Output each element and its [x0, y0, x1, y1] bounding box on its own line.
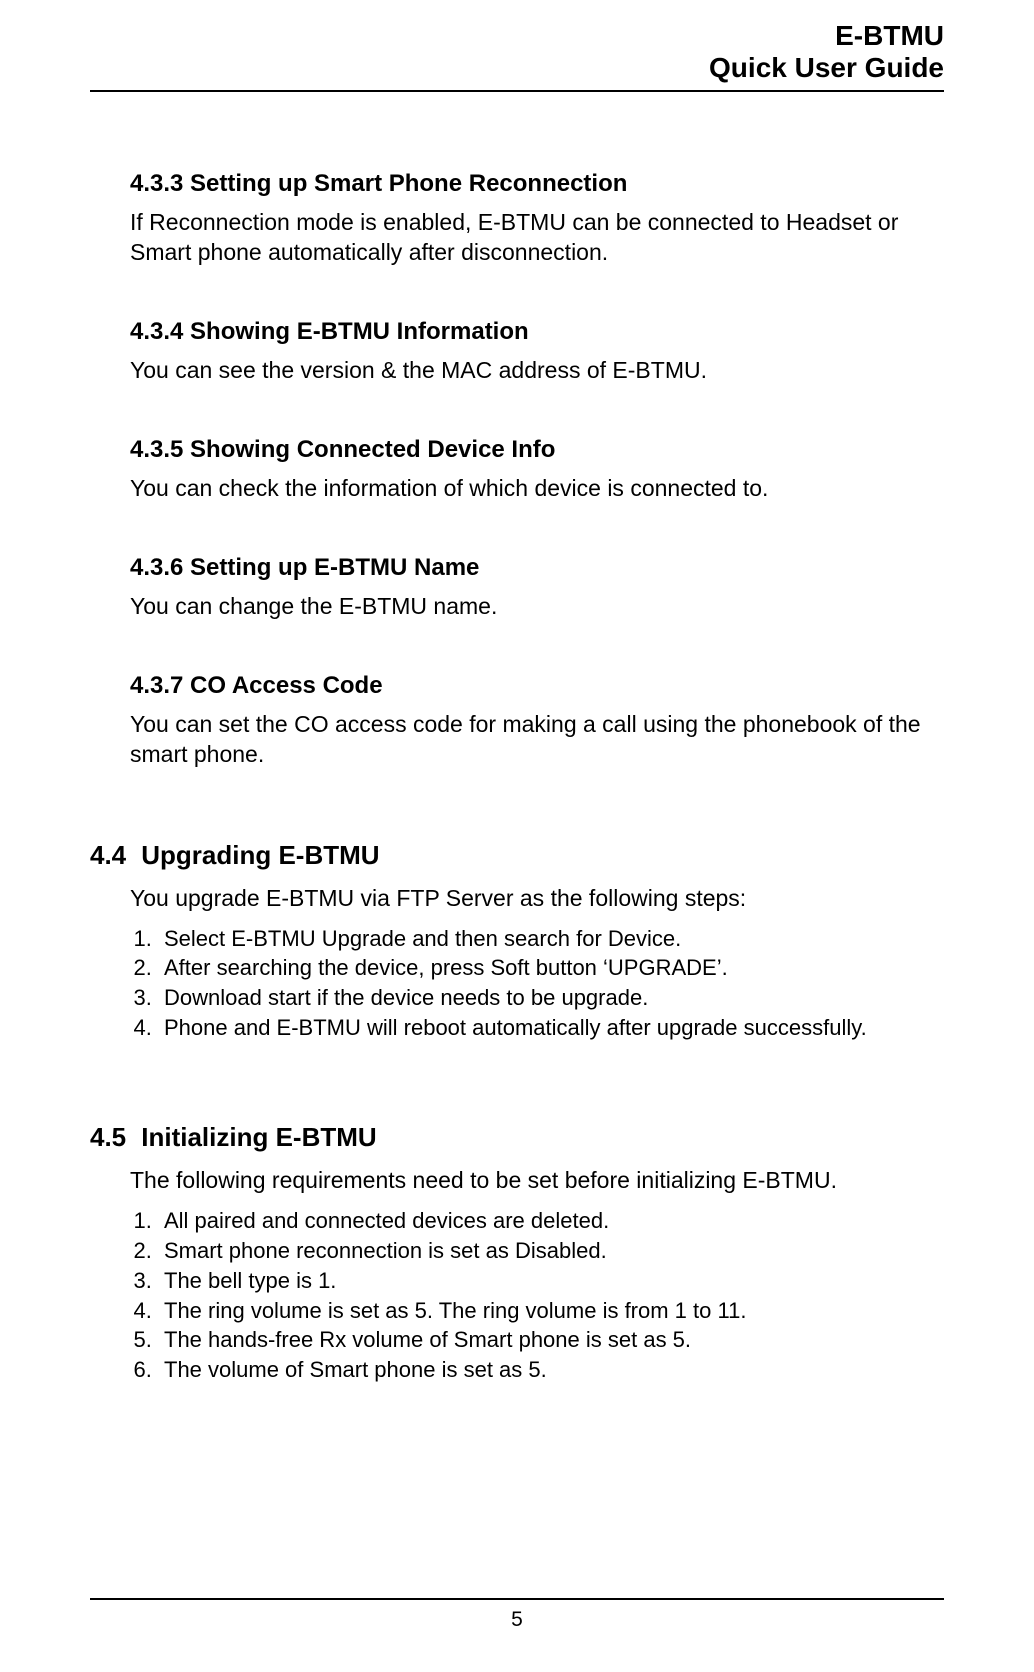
section-4-3-4: 4.3.4 Showing E-BTMU Information You can…: [90, 318, 944, 386]
section-num-4-4: 4.4: [90, 840, 134, 871]
intro-4-4: You upgrade E-BTMU via FTP Server as the…: [130, 883, 944, 914]
heading-4-3-6: 4.3.6 Setting up E-BTMU Name: [130, 554, 944, 582]
list-item: Download start if the device needs to be…: [158, 983, 944, 1013]
section-4-3-6: 4.3.6 Setting up E-BTMU Name You can cha…: [90, 554, 944, 622]
list-item: The ring volume is set as 5. The ring vo…: [158, 1296, 944, 1326]
list-item: The volume of Smart phone is set as 5.: [158, 1355, 944, 1385]
page-content: 4.3.3 Setting up Smart Phone Reconnectio…: [90, 92, 944, 1384]
list-item: Smart phone reconnection is set as Disab…: [158, 1236, 944, 1266]
page-header: E-BTMU Quick User Guide: [90, 20, 944, 84]
section-num-4-5: 4.5: [90, 1122, 134, 1153]
list-item: All paired and connected devices are del…: [158, 1206, 944, 1236]
list-4-4: Select E-BTMU Upgrade and then search fo…: [130, 924, 944, 1043]
intro-4-5: The following requirements need to be se…: [130, 1165, 944, 1196]
section-4-3-5: 4.3.5 Showing Connected Device Info You …: [90, 436, 944, 504]
section-title-4-5: Initializing E-BTMU: [141, 1122, 376, 1152]
header-line-2: Quick User Guide: [90, 52, 944, 84]
section-4-3-3: 4.3.3 Setting up Smart Phone Reconnectio…: [90, 170, 944, 268]
page-footer: 5: [90, 1598, 944, 1632]
body-4-3-6: You can change the E-BTMU name.: [130, 592, 944, 622]
heading-4-3-4: 4.3.4 Showing E-BTMU Information: [130, 318, 944, 346]
list-4-5: All paired and connected devices are del…: [130, 1206, 944, 1384]
list-item: Select E-BTMU Upgrade and then search fo…: [158, 924, 944, 954]
heading-4-3-7: 4.3.7 CO Access Code: [130, 672, 944, 700]
list-item: The bell type is 1.: [158, 1266, 944, 1296]
page-number: 5: [90, 1608, 944, 1632]
header-line-1: E-BTMU: [90, 20, 944, 52]
body-4-3-7: You can set the CO access code for makin…: [130, 710, 944, 770]
list-item: The hands-free Rx volume of Smart phone …: [158, 1325, 944, 1355]
footer-rule: [90, 1598, 944, 1600]
body-4-3-4: You can see the version & the MAC addres…: [130, 356, 944, 386]
document-page: E-BTMU Quick User Guide 4.3.3 Setting up…: [0, 0, 1034, 1672]
list-item: Phone and E-BTMU will reboot automatical…: [158, 1013, 944, 1043]
section-4-3-7: 4.3.7 CO Access Code You can set the CO …: [90, 672, 944, 770]
list-item: After searching the device, press Soft b…: [158, 953, 944, 983]
heading-4-5: 4.5 Initializing E-BTMU: [90, 1122, 944, 1153]
section-title-4-4: Upgrading E-BTMU: [141, 840, 379, 870]
body-4-3-5: You can check the information of which d…: [130, 474, 944, 504]
heading-4-4: 4.4 Upgrading E-BTMU: [90, 840, 944, 871]
heading-4-3-3: 4.3.3 Setting up Smart Phone Reconnectio…: [130, 170, 944, 198]
body-4-3-3: If Reconnection mode is enabled, E-BTMU …: [130, 208, 944, 268]
heading-4-3-5: 4.3.5 Showing Connected Device Info: [130, 436, 944, 464]
